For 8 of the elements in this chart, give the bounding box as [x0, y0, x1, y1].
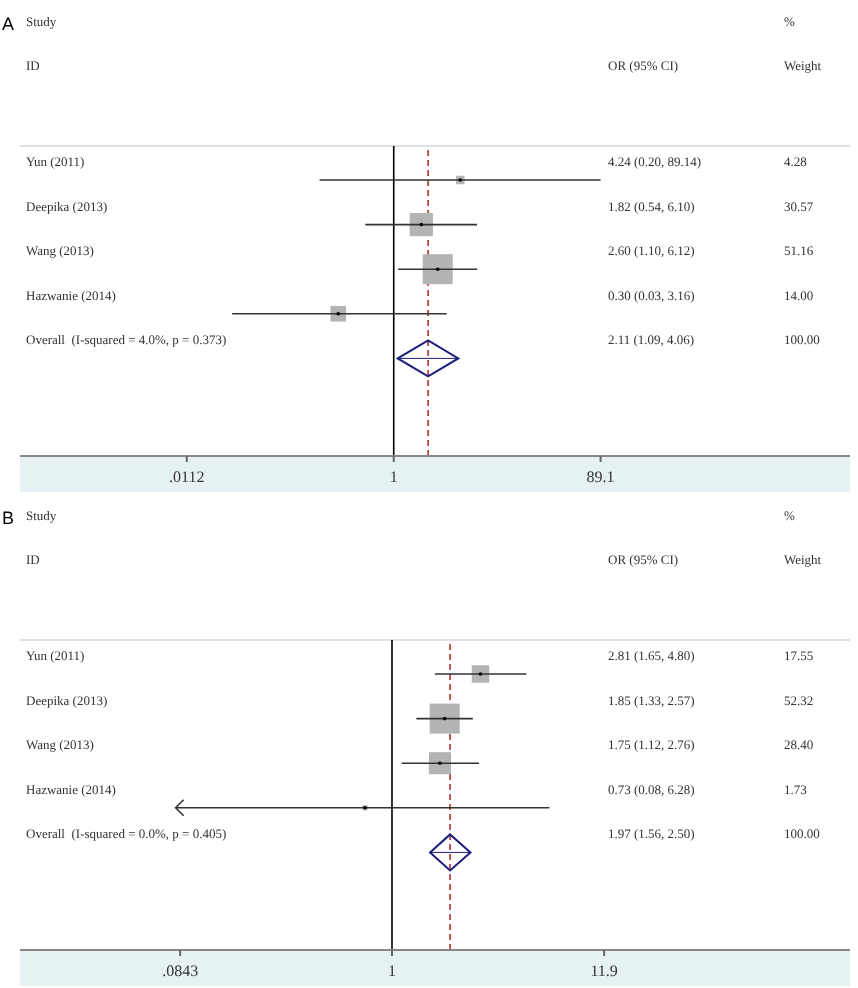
- chart-title: A: [2, 14, 15, 34]
- chart-title: B: [2, 508, 15, 528]
- x-tick-label: 1: [387, 962, 396, 981]
- x-tick-label: 89.1: [586, 468, 615, 487]
- x-tick-label: 1: [389, 468, 398, 487]
- x-tick-label: 11.9: [590, 962, 618, 981]
- x-tick-label: .0843: [162, 962, 199, 981]
- x-tick-label: .0112: [169, 468, 205, 487]
